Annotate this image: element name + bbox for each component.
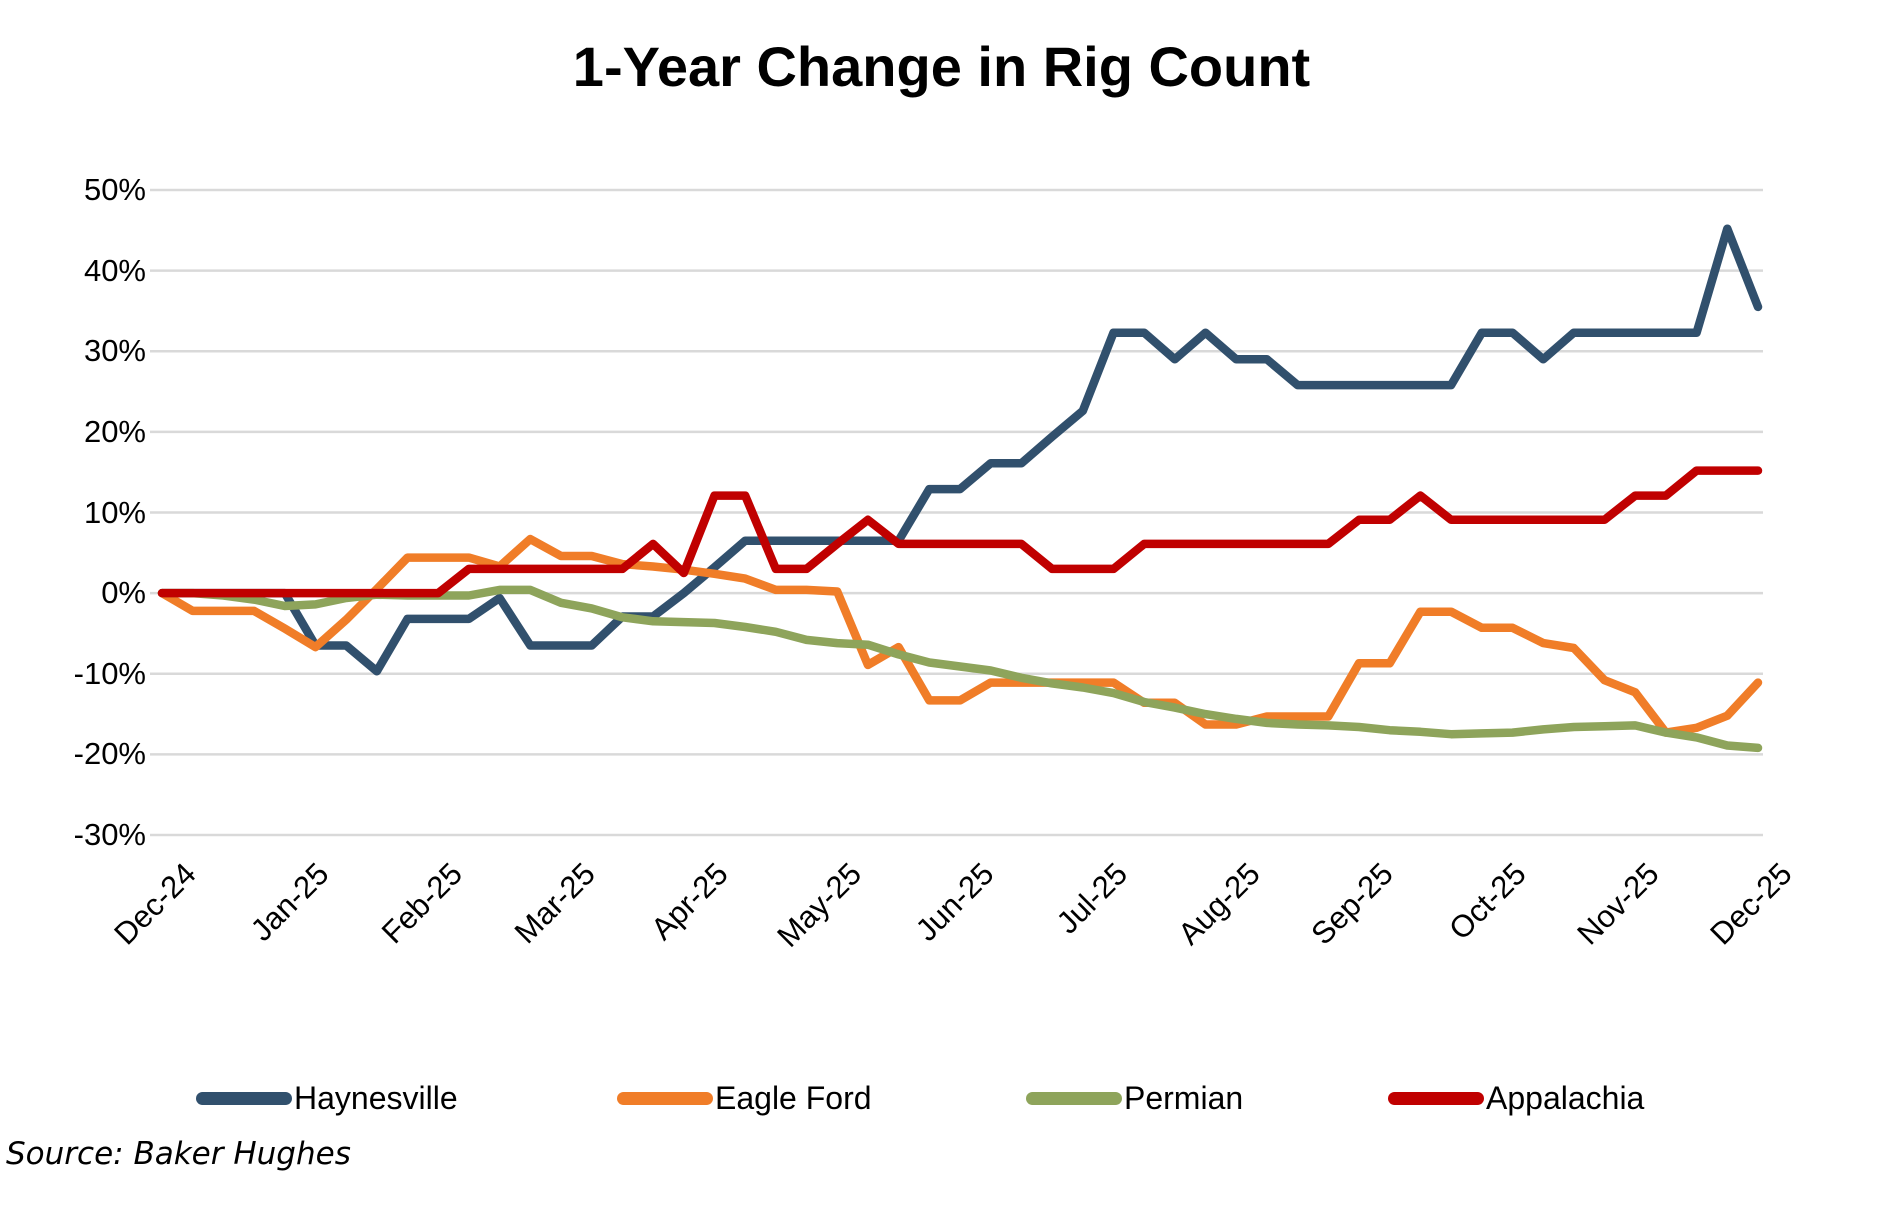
y-tick-label: 30% [83,333,146,369]
legend-swatch-haynesville [196,1091,292,1105]
legend-label: Eagle Ford [715,1079,872,1116]
series-line-haynesville [157,224,1763,676]
legend-label: Haynesville [294,1079,458,1116]
y-tick-label: 0% [101,575,146,611]
y-tick-label: 40% [83,252,146,288]
series-line-permian [157,585,1763,753]
y-tick-label: 20% [83,413,146,449]
legend-item-haynesville: Haynesville [196,1078,458,1118]
legend-swatch-permian [1026,1091,1122,1105]
legend-item-appalachia: Appalachia [1388,1078,1644,1118]
chart-title: 1-Year Change in Rig Count [572,35,1311,98]
legend-item-permian: Permian [1026,1078,1243,1118]
legend-label: Permian [1124,1079,1244,1116]
y-tick-label: 50% [83,172,146,207]
source-note: Source: Baker Hughes [6,1136,351,1172]
y-tick-label: -20% [73,736,146,772]
legend-swatch-eagle-ford [617,1091,713,1105]
y-tick-label: -10% [73,655,146,691]
legend-swatch-appalachia [1388,1091,1484,1105]
legend-label: Appalachia [1486,1079,1645,1116]
legend-item-eagle-ford: Eagle Ford [617,1078,872,1118]
y-tick-label: -30% [73,817,146,852]
series-line-appalachia [157,466,1763,598]
y-tick-label: 10% [83,494,146,530]
series-line-eagle-ford [157,534,1763,737]
